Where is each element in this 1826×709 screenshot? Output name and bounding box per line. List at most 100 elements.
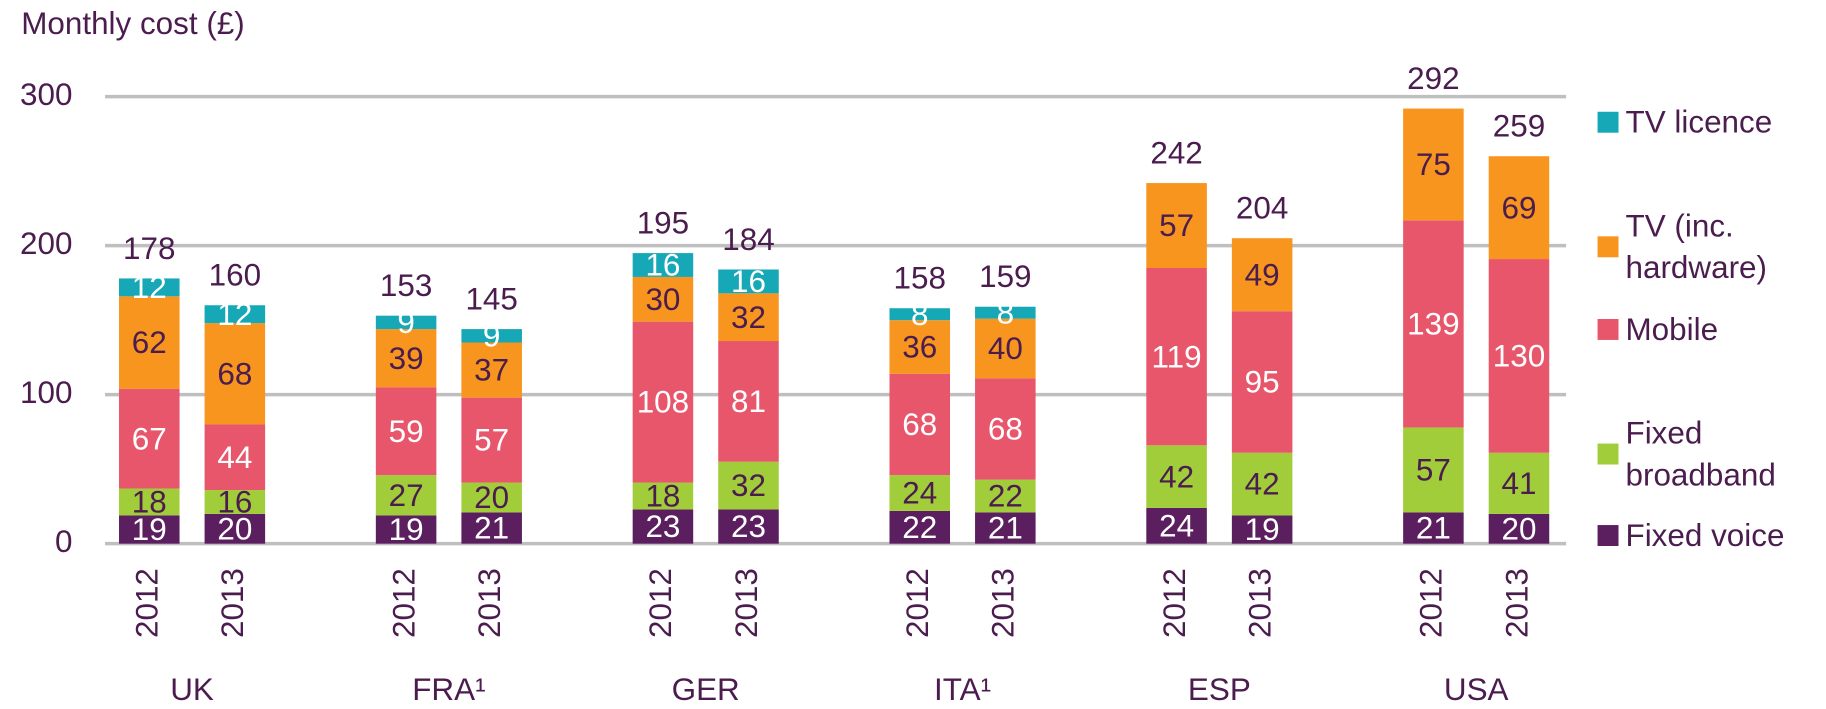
- y-tick-label: 0: [55, 524, 72, 559]
- total-label: 158: [894, 261, 946, 296]
- data-label: 40: [988, 331, 1023, 366]
- data-label: 8: [911, 297, 928, 332]
- legend-label: TV licence: [1625, 104, 1773, 140]
- legend-swatch: [1597, 111, 1619, 133]
- bar-segment: [1231, 452, 1293, 516]
- data-label: 16: [645, 248, 680, 283]
- bar-segment: [119, 296, 180, 389]
- bar-segment: [975, 479, 1036, 513]
- data-label: 44: [217, 440, 252, 475]
- group-label: ESP: [1188, 672, 1251, 707]
- bar-segment: [1231, 238, 1293, 312]
- bar-segment: [718, 293, 779, 342]
- group-label: UK: [170, 672, 214, 707]
- y-tick-label: 100: [20, 375, 72, 410]
- data-label: 119: [1152, 339, 1202, 374]
- legend-item: TV (inc. hardware): [1625, 208, 1767, 285]
- data-label: 16: [731, 264, 766, 299]
- data-label: 19: [389, 512, 424, 547]
- bar-segment: [461, 397, 522, 483]
- bar-segment: [1231, 515, 1293, 544]
- x-tick-label: 2013: [1499, 568, 1534, 638]
- x-tick-label: 2013: [1242, 568, 1277, 638]
- data-label: 19: [132, 512, 167, 547]
- data-label: 12: [217, 297, 252, 332]
- total-label: 259: [1493, 109, 1545, 144]
- data-label: 32: [731, 300, 766, 335]
- bar-segment: [1403, 108, 1464, 221]
- data-label: 23: [731, 509, 766, 544]
- bar-segment: [1146, 267, 1207, 446]
- bar-segment: [975, 306, 1036, 319]
- bar-segment: [889, 510, 951, 544]
- data-label: 68: [902, 407, 937, 442]
- legend-item: TV licence: [1625, 104, 1773, 140]
- bar-segment: [119, 278, 180, 297]
- bar-segment: [461, 512, 522, 544]
- total-label: 195: [637, 205, 689, 240]
- x-tick-label: 2013: [986, 568, 1021, 638]
- bar-segment: [718, 461, 779, 510]
- x-tick-label: 2013: [472, 568, 507, 638]
- data-label: 59: [389, 414, 424, 449]
- legend-swatch: [1597, 318, 1619, 340]
- data-label: 68: [217, 356, 252, 391]
- bar-segment: [375, 329, 437, 388]
- data-label: 39: [389, 341, 424, 376]
- data-label: 49: [1245, 257, 1280, 292]
- x-tick-label: 2012: [1414, 568, 1449, 638]
- bar-segment: [461, 482, 522, 513]
- legend-item: Mobile: [1625, 312, 1718, 347]
- data-label: 37: [474, 353, 509, 388]
- group-label: ITA¹: [934, 672, 991, 707]
- data-label: 32: [731, 468, 766, 503]
- bar-segment: [375, 515, 437, 544]
- bar-segment: [1146, 507, 1207, 544]
- legend-label: Fixed broadband: [1625, 415, 1776, 493]
- data-label: 130: [1493, 339, 1545, 374]
- bar-segment: [975, 512, 1036, 544]
- bar-segment: [718, 341, 779, 462]
- x-tick-label: 2012: [1157, 568, 1192, 638]
- bar-segment: [119, 515, 180, 544]
- data-label: 41: [1501, 466, 1536, 501]
- bar-segment: [1146, 445, 1207, 508]
- data-label: 21: [474, 511, 509, 546]
- bar-segment: [718, 269, 779, 294]
- bar-segment: [1146, 183, 1207, 268]
- bar-segment: [119, 488, 180, 516]
- bar-segment: [632, 509, 694, 544]
- data-label: 57: [1159, 208, 1194, 243]
- bar-segment: [632, 482, 694, 510]
- data-label: 57: [474, 423, 509, 458]
- total-label: 178: [123, 231, 175, 266]
- bar-segment: [889, 373, 951, 476]
- bar-segment: [1403, 512, 1464, 544]
- legend-label: Fixed voice: [1625, 518, 1785, 553]
- data-label: 19: [1245, 512, 1280, 547]
- data-label: 57: [1416, 453, 1451, 488]
- bar-segment: [204, 305, 266, 324]
- bar-segment: [1231, 311, 1293, 453]
- total-label: 204: [1236, 191, 1288, 226]
- bar-segment: [1488, 452, 1550, 514]
- legend-item: Fixed voice: [1625, 518, 1785, 553]
- data-label: 12: [132, 270, 167, 305]
- data-label: 8: [997, 295, 1014, 330]
- data-label: 30: [645, 282, 680, 317]
- total-label: 184: [722, 222, 774, 257]
- total-label: 153: [380, 268, 432, 303]
- data-label: 16: [217, 485, 252, 520]
- bar-segment: [204, 424, 266, 491]
- data-label: 24: [1159, 508, 1194, 543]
- group-label: USA: [1444, 672, 1509, 707]
- data-label: 18: [132, 485, 167, 520]
- data-label: 108: [637, 385, 689, 420]
- data-label: 9: [397, 305, 414, 340]
- legend-swatch: [1597, 236, 1619, 258]
- total-label: 160: [209, 258, 261, 293]
- data-label: 67: [132, 421, 167, 456]
- data-label: 21: [988, 511, 1023, 546]
- data-label: 62: [132, 325, 167, 360]
- data-label: 20: [1501, 511, 1536, 546]
